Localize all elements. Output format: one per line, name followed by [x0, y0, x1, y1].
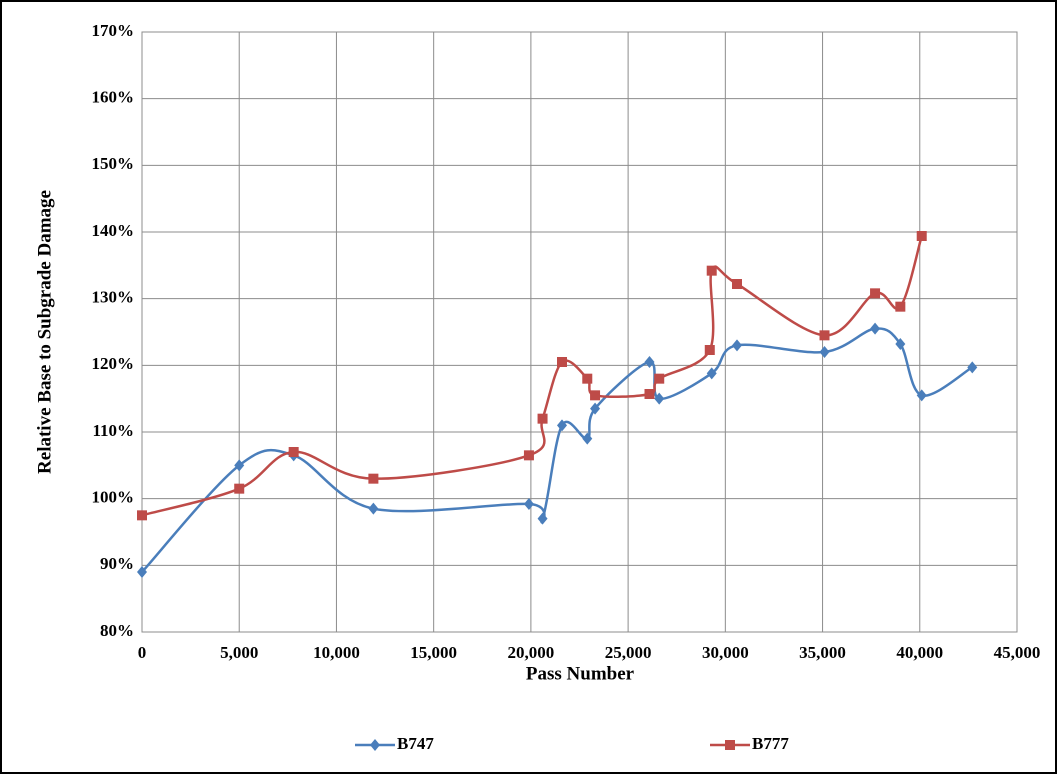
x-tick-label: 35,000 [799, 643, 846, 662]
marker [368, 473, 379, 484]
marker [732, 279, 742, 289]
marker [368, 502, 379, 515]
x-tick-label: 20,000 [508, 643, 555, 662]
marker [732, 339, 742, 352]
marker [819, 346, 830, 358]
y-tick-label: 100% [92, 488, 135, 507]
marker [234, 459, 245, 472]
marker [137, 510, 147, 521]
x-tick-label: 5,000 [220, 643, 258, 662]
plot-border [141, 31, 1018, 633]
legend-label: B747 [397, 734, 434, 753]
marker [644, 389, 655, 399]
marker [582, 432, 593, 445]
legend-marker [725, 740, 735, 750]
marker [537, 512, 548, 525]
marker [523, 498, 534, 510]
y-tick-label: 110% [92, 421, 134, 440]
x-tick-label: 30,000 [702, 643, 749, 662]
y-axis-title: Relative Base to Subgrade Damage [34, 190, 55, 474]
x-tick-label: 15,000 [410, 643, 457, 662]
marker [288, 447, 299, 457]
marker [654, 392, 665, 405]
y-tick-label: 170% [92, 21, 135, 40]
marker [895, 338, 906, 350]
marker [870, 322, 881, 335]
marker [870, 288, 881, 299]
x-axis-title: Pass Number [526, 663, 635, 684]
marker [706, 265, 717, 276]
marker [523, 450, 534, 461]
x-tick-label: 25,000 [605, 643, 652, 662]
marker [557, 419, 567, 432]
x-tick-label: 40,000 [896, 643, 943, 662]
marker [967, 361, 978, 374]
y-tick-label: 160% [92, 88, 135, 107]
x-tick-label: 10,000 [313, 643, 360, 662]
y-tick-label: 120% [92, 354, 135, 373]
marker [590, 402, 601, 415]
x-tick-label: 0 [138, 643, 147, 662]
y-tick-label: 150% [92, 154, 135, 173]
legend-label: B777 [752, 734, 789, 753]
y-tick-label: 80% [100, 621, 134, 640]
marker [537, 413, 548, 424]
marker [644, 356, 655, 368]
marker [137, 566, 147, 578]
y-tick-label: 90% [100, 554, 134, 573]
marker [704, 345, 715, 355]
marker [916, 231, 927, 241]
marker [582, 373, 593, 384]
marker [916, 389, 927, 402]
marker [234, 483, 245, 494]
y-tick-label: 140% [92, 221, 135, 240]
marker [706, 367, 717, 380]
x-tick-label: 45,000 [994, 643, 1041, 662]
marker [819, 330, 830, 341]
marker [895, 301, 906, 312]
y-tick-label: 130% [92, 288, 135, 307]
marker [590, 390, 601, 401]
marker [557, 357, 567, 367]
legend-marker [370, 739, 380, 751]
marker [654, 373, 665, 384]
